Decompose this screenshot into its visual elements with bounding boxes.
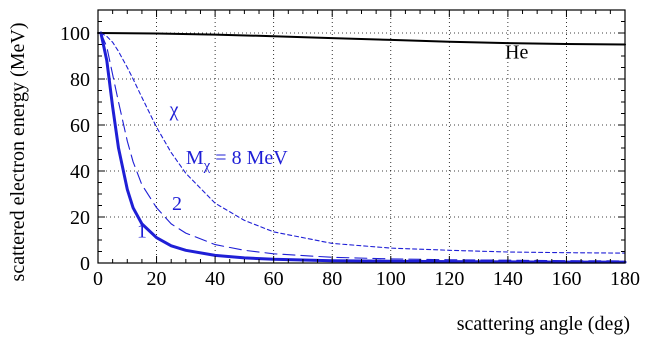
series-line-mchi8 (100, 32, 626, 254)
x-tick-label: 20 (147, 268, 167, 290)
y-tick-label: 60 (70, 115, 90, 137)
ticks (97, 9, 626, 264)
series-line-he (97, 32, 626, 46)
y-tick-label: 100 (60, 23, 90, 45)
x-tick-label: 60 (264, 268, 284, 290)
labels: 0 20 40 60 80 100 120 140 160 180 0 20 40 60 80 100 (60, 23, 640, 290)
x-tick-label: 140 (493, 268, 523, 290)
x-tick-label: 160 (551, 268, 581, 290)
grid (98, 10, 625, 263)
mass-label-subscript: χ (203, 158, 211, 174)
annotation-2: 1 (137, 221, 147, 243)
annotation-1: χ (169, 99, 179, 121)
x-tick-label: 40 (205, 268, 225, 290)
x-tick-label: 80 (322, 268, 342, 290)
y-tick-label: 40 (70, 161, 90, 183)
annotation-0: He (505, 41, 528, 63)
plot-frame (97, 9, 626, 264)
x-tick-label: 120 (434, 268, 464, 290)
x-axis-title: scattering angle (deg) (457, 313, 630, 335)
y-axis-title: scattered electron energy (MeV) (7, 23, 29, 282)
y-tick-label: 0 (80, 253, 90, 275)
series-line-2 (100, 32, 626, 262)
x-tick-label: 100 (376, 268, 406, 290)
annotation-3: 2 (172, 193, 182, 215)
series-layer (97, 31, 627, 264)
mass-label: Mχ = 8 MeV (186, 147, 288, 174)
series-line-1 (99, 31, 627, 264)
y-tick-label: 20 (70, 207, 90, 229)
y-tick-label: 80 (70, 69, 90, 91)
mass-label-prefix: M (186, 147, 204, 169)
x-tick-label: 180 (610, 268, 640, 290)
mass-label-rest: = 8 MeV (210, 147, 288, 169)
x-tick-label: 0 (93, 268, 103, 290)
